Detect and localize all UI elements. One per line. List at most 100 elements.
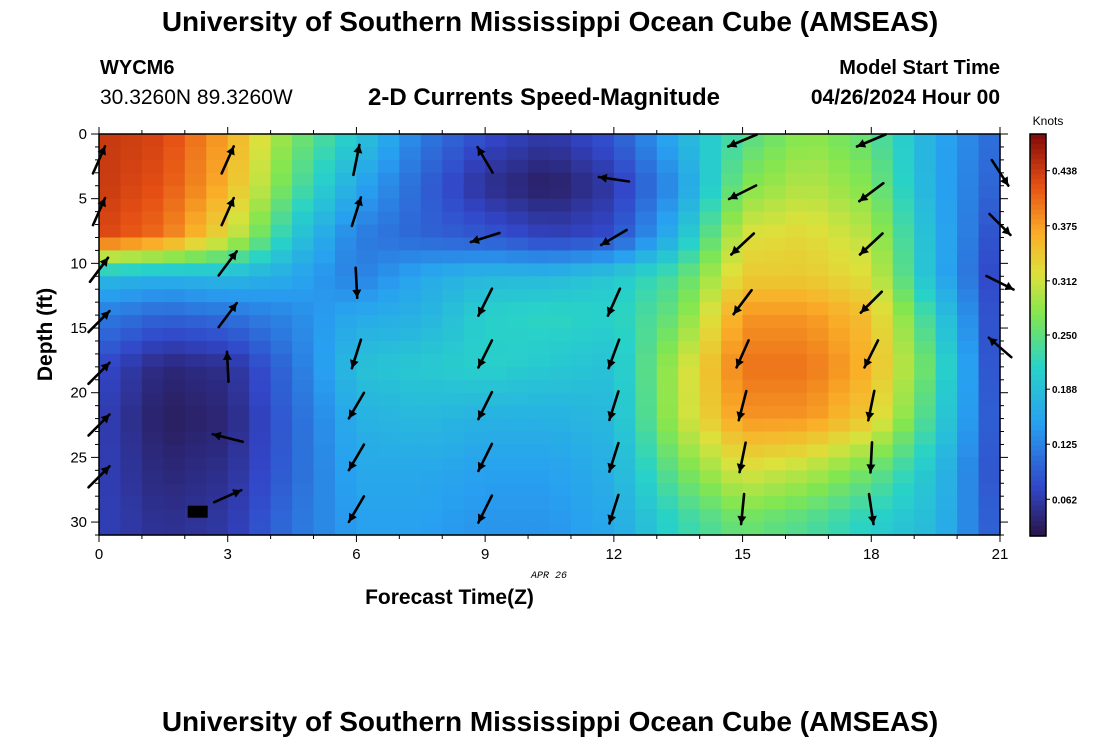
colorbar-segment (1030, 450, 1046, 457)
heatmap-cell (377, 340, 400, 355)
heatmap-cell (849, 340, 872, 355)
heatmap-cell (806, 457, 829, 471)
heatmap-cell (399, 224, 422, 239)
heatmap-cell (721, 457, 744, 471)
heatmap-cell (635, 444, 658, 458)
heatmap-cell (721, 470, 744, 484)
heatmap-cell (292, 444, 315, 458)
heatmap-cell (313, 522, 336, 536)
heatmap-cell (442, 340, 465, 355)
heatmap-cell (764, 418, 787, 433)
heatmap-cell (935, 379, 958, 394)
heatmap-cell (957, 276, 980, 290)
heatmap-cell (957, 185, 980, 200)
heatmap-cell (270, 315, 293, 329)
heatmap-cell (506, 276, 529, 290)
heatmap-cell (206, 470, 229, 484)
heatmap-cell (356, 185, 379, 200)
heatmap-cell (957, 457, 980, 471)
heatmap-cell (678, 392, 701, 407)
heatmap-cell (141, 328, 164, 342)
heatmap-cell (828, 328, 851, 342)
heatmap-cell (699, 315, 722, 329)
heatmap-cell (613, 302, 636, 316)
heatmap-cell (678, 211, 701, 226)
heatmap-cell (249, 496, 272, 510)
heatmap-cell (249, 198, 272, 213)
colorbar-segment (1030, 239, 1046, 246)
colorbar-segment (1030, 395, 1046, 401)
heatmap-cell (592, 250, 615, 264)
heatmap-cell (442, 418, 465, 433)
heatmap-cell (721, 379, 744, 394)
heatmap-cell (785, 379, 808, 394)
heatmap-cell (957, 198, 980, 213)
heatmap-cell (356, 289, 379, 303)
heatmap-cell (678, 444, 701, 458)
heatmap-cell (935, 522, 958, 536)
colorbar-segment (1030, 430, 1046, 437)
heatmap-cell (570, 366, 593, 381)
heatmap-cell (806, 263, 829, 277)
heatmap-cell (184, 237, 207, 252)
heatmap-cell (463, 431, 486, 446)
heatmap-cell (978, 366, 1001, 381)
heatmap-cell (914, 392, 937, 407)
heatmap-cell (699, 224, 722, 239)
heatmap-cell (120, 185, 143, 200)
heatmap-cell (420, 431, 443, 446)
heatmap-cell (292, 418, 315, 433)
heatmap-cell (892, 483, 915, 497)
heatmap-cell (892, 431, 915, 446)
heatmap-cell (420, 263, 443, 277)
heatmap-cell (442, 405, 465, 420)
heatmap-cell (485, 379, 508, 394)
heatmap-cell (764, 134, 787, 148)
heatmap-cell (699, 211, 722, 226)
heatmap-cell (914, 431, 937, 446)
x-tick-label: 12 (606, 546, 623, 563)
heatmap-cell (699, 276, 722, 290)
heatmap-cell (849, 483, 872, 497)
heatmap-cell (463, 289, 486, 303)
heatmap-cell (570, 159, 593, 174)
heatmap-cell (163, 159, 186, 174)
heatmap-cell (721, 134, 744, 148)
heatmap-cell (377, 224, 400, 239)
heatmap-cell (227, 134, 250, 148)
heatmap-cell (442, 328, 465, 342)
heatmap-cell (764, 444, 787, 458)
heatmap-cell (764, 522, 787, 536)
heatmap-cell (184, 315, 207, 329)
heatmap-cell (957, 172, 980, 187)
heatmap-cell (635, 146, 658, 161)
y-tick-label: 25 (70, 449, 87, 466)
heatmap-cell (292, 224, 315, 239)
colorbar-segment (1030, 505, 1046, 512)
heatmap-cell (892, 522, 915, 536)
heatmap-cell (120, 263, 143, 277)
heatmap-cell (785, 470, 808, 484)
heatmap-cell (270, 522, 293, 536)
heatmap-cell (806, 146, 829, 161)
y-tick-label: 10 (70, 255, 87, 272)
heatmap-cell (656, 379, 679, 394)
heatmap-cell (442, 483, 465, 497)
heatmap-cell (120, 302, 143, 316)
heatmap-cell (957, 146, 980, 161)
heatmap-cell (635, 224, 658, 239)
heatmap-cell (270, 444, 293, 458)
colorbar-segment (1030, 380, 1046, 386)
heatmap-cell (742, 405, 765, 420)
heatmap-cell (485, 198, 508, 213)
heatmap-cell (699, 185, 722, 200)
heatmap-cell (184, 289, 207, 303)
heatmap-cell (892, 263, 915, 277)
heatmap-cell (849, 134, 872, 148)
heatmap-cell (249, 328, 272, 342)
heatmap-cell (99, 366, 122, 381)
heatmap-cell (442, 146, 465, 161)
heatmap-cell (764, 237, 787, 252)
heatmap-cell (742, 457, 765, 471)
heatmap-cell (184, 172, 207, 187)
